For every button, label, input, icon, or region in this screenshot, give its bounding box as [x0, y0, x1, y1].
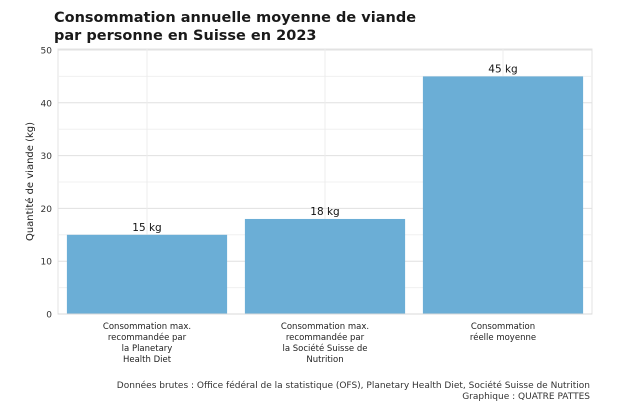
source-note: Données brutes : Office fédéral de la st…	[116, 381, 590, 391]
chart-title-line-1: Consommation annuelle moyenne de viande	[54, 10, 417, 26]
y-tick-label: 10	[41, 258, 53, 268]
chart-footer: Données brutes : Office fédéral de la st…	[117, 381, 590, 403]
bar	[244, 218, 406, 314]
x-tick-label: Consommation	[471, 322, 535, 332]
y-tick-label: 50	[41, 47, 53, 57]
x-tick-label: Health Diet	[123, 355, 172, 365]
y-axis-label: Quantité de viande (kg)	[24, 122, 36, 241]
y-tick-label: 40	[41, 99, 53, 109]
data-label: 45 kg	[488, 63, 517, 75]
x-tick-label: Consommation max.	[281, 322, 369, 332]
x-tick-label: réelle moyenne	[470, 332, 536, 343]
credit-note: Graphique : QUATRE PATTES	[462, 392, 590, 402]
bar	[422, 76, 584, 315]
bar	[66, 234, 228, 314]
data-label: 15 kg	[132, 222, 161, 234]
y-tick-label: 30	[41, 152, 53, 162]
x-tick-label: recommandée par	[108, 332, 187, 343]
x-tick-label: Consommation max.	[103, 322, 191, 332]
x-tick-label: Nutrition	[306, 355, 343, 365]
chart-title: Consommation annuelle moyenne de viande …	[54, 9, 614, 45]
x-tick-label: la Planetary	[122, 344, 173, 354]
y-tick-label: 0	[46, 311, 52, 321]
chart-title-line-2: par personne en Suisse en 2023	[54, 28, 317, 44]
y-tick-label: 20	[41, 205, 53, 215]
x-tick-label: la Société Suisse de	[283, 343, 368, 354]
x-tick-label: recommandée par	[286, 332, 365, 343]
data-label: 18 kg	[310, 206, 339, 218]
